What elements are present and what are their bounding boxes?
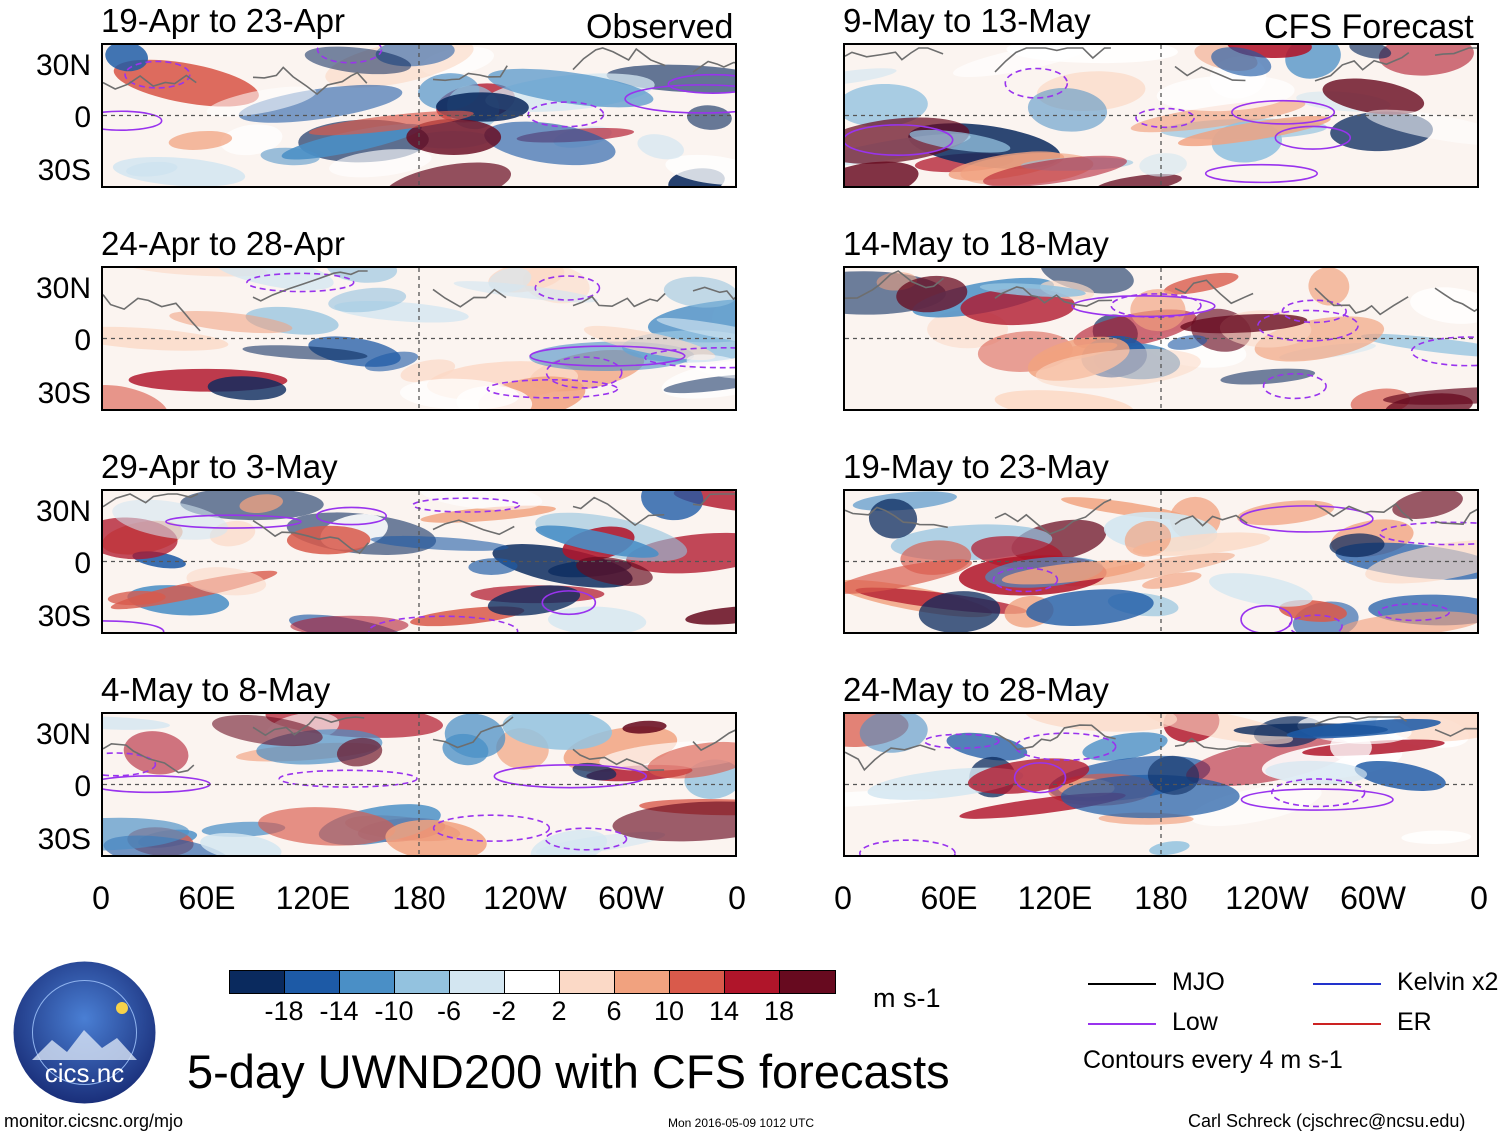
longitude-label: 60E <box>920 880 978 916</box>
latitude-label: 0 <box>74 547 91 580</box>
legend-line <box>1088 983 1156 985</box>
colorbar-tick: -2 <box>491 996 516 1026</box>
latitude-label: 30N <box>35 495 91 528</box>
latitude-label: 30N <box>35 718 91 751</box>
colorbar-tick: -6 <box>436 996 461 1026</box>
footer-author: Carl Schreck (cjschrec@ncsu.edu) <box>1188 1111 1466 1131</box>
panel-title: 4-May to 8-May <box>101 671 331 708</box>
longitude-label: 0 <box>92 880 110 916</box>
wind-anomaly-map <box>101 712 737 857</box>
colorbar-tick: 2 <box>551 996 567 1026</box>
latitude-label: 0 <box>74 324 91 357</box>
footer-url[interactable]: monitor.cicsnc.org/mjo <box>4 1111 184 1131</box>
panel-title: 19-May to 23-May <box>843 448 1109 485</box>
colorbar-swatch <box>725 971 780 993</box>
panel-title: 29-Apr to 3-May <box>101 448 338 485</box>
colorbar-swatch <box>395 971 450 993</box>
logo-text: cics.nc <box>45 1058 124 1088</box>
legend-label: ER <box>1397 1008 1432 1036</box>
longitude-label: 120E <box>1017 880 1093 916</box>
colorbar-swatch <box>780 971 835 993</box>
wind-anomaly-map <box>843 712 1479 857</box>
longitude-label: 120E <box>275 880 351 916</box>
panel-title: 24-Apr to 28-Apr <box>101 225 345 262</box>
colorbar-swatch <box>230 971 285 993</box>
longitude-label: 60W <box>1340 880 1406 916</box>
legend-label: Low <box>1172 1008 1218 1036</box>
observed-heading: Observed <box>586 8 734 46</box>
colorbar-swatch <box>340 971 395 993</box>
longitude-label: 60W <box>598 880 664 916</box>
colorbar-tick: 14 <box>708 996 740 1026</box>
panel-title: 14-May to 18-May <box>843 225 1109 262</box>
legend-label: MJO <box>1172 968 1225 996</box>
wind-anomaly-map <box>843 489 1479 634</box>
longitude-label: 180 <box>1134 880 1188 916</box>
colorbar-tick: -18 <box>264 996 304 1026</box>
colorbar-swatch <box>450 971 505 993</box>
cics-logo: cics.nc <box>12 960 157 1105</box>
colorbar-swatch <box>505 971 560 993</box>
wind-anomaly-map <box>101 43 737 188</box>
wind-anomaly-map <box>101 489 737 634</box>
longitude-label: 120W <box>1225 880 1309 916</box>
longitude-label: 0 <box>1470 880 1488 916</box>
longitude-label: 0 <box>834 880 852 916</box>
colorbar-tick: 18 <box>763 996 795 1026</box>
latitude-label: 30S <box>37 377 91 410</box>
colorbar-tick: 10 <box>653 996 685 1026</box>
latitude-label: 30S <box>37 823 91 856</box>
latitude-label: 0 <box>74 770 91 803</box>
longitude-label: 60E <box>178 880 236 916</box>
wind-anomaly-map <box>843 266 1479 411</box>
panel-title: 24-May to 28-May <box>843 671 1109 708</box>
footer-timestamp: Mon 2016-05-09 1012 UTC <box>668 1116 815 1130</box>
latitude-label: 30N <box>35 272 91 305</box>
colorbar-tick: -14 <box>319 996 359 1026</box>
wind-anomaly-map <box>843 43 1479 188</box>
legend-line <box>1313 1023 1381 1025</box>
longitude-label: 0 <box>728 880 746 916</box>
panel-title: 19-Apr to 23-Apr <box>101 2 345 39</box>
legend-line <box>1088 1023 1156 1025</box>
figure-title: 5-day UWND200 with CFS forecasts <box>187 1045 950 1098</box>
forecast-heading: CFS Forecast <box>1264 8 1474 46</box>
longitude-label: 180 <box>392 880 446 916</box>
colorbar-tick: 6 <box>606 996 622 1026</box>
panel-title: 9-May to 13-May <box>843 2 1091 39</box>
contour-note: Contours every 4 m s-1 <box>1083 1046 1343 1074</box>
colorbar-units: m s-1 <box>873 983 941 1013</box>
colorbar-swatch <box>560 971 615 993</box>
latitude-label: 30N <box>35 49 91 82</box>
longitude-label: 120W <box>483 880 567 916</box>
colorbar <box>229 970 836 994</box>
colorbar-swatch <box>670 971 725 993</box>
latitude-label: 30S <box>37 600 91 633</box>
latitude-label: 30S <box>37 154 91 187</box>
colorbar-swatch <box>285 971 340 993</box>
colorbar-tick: -10 <box>374 996 414 1026</box>
colorbar-swatch <box>615 971 670 993</box>
legend-line <box>1313 983 1381 985</box>
wind-anomaly-map <box>101 266 737 411</box>
legend-label: Kelvin x2 <box>1397 968 1499 996</box>
latitude-label: 0 <box>74 101 91 134</box>
